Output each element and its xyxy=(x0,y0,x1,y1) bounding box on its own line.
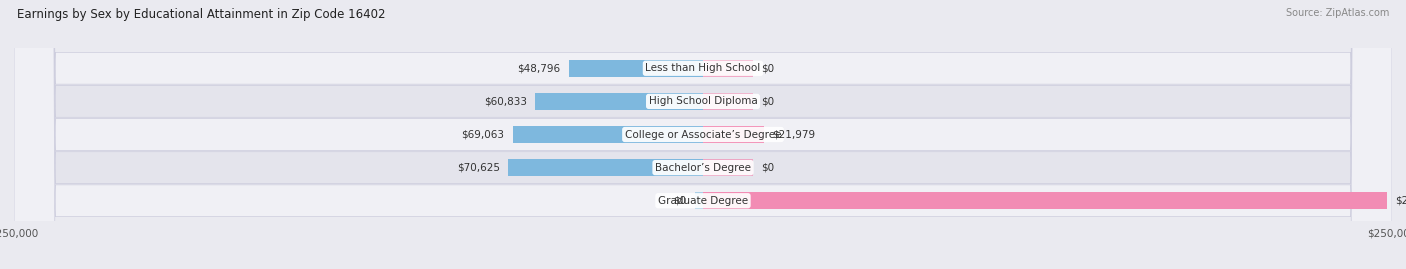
Text: High School Diploma: High School Diploma xyxy=(648,96,758,107)
Bar xyxy=(703,60,752,77)
Bar xyxy=(695,192,703,209)
Text: $248,036: $248,036 xyxy=(1395,196,1406,206)
Text: Source: ZipAtlas.com: Source: ZipAtlas.com xyxy=(1285,8,1389,18)
Text: Earnings by Sex by Educational Attainment in Zip Code 16402: Earnings by Sex by Educational Attainmen… xyxy=(17,8,385,21)
FancyBboxPatch shape xyxy=(14,0,1392,269)
FancyBboxPatch shape xyxy=(14,0,1392,269)
Bar xyxy=(703,93,752,110)
Text: Graduate Degree: Graduate Degree xyxy=(658,196,748,206)
Text: $70,625: $70,625 xyxy=(457,162,501,173)
Text: Bachelor’s Degree: Bachelor’s Degree xyxy=(655,162,751,173)
Text: $60,833: $60,833 xyxy=(484,96,527,107)
Text: $0: $0 xyxy=(761,63,773,73)
Text: College or Associate’s Degree: College or Associate’s Degree xyxy=(624,129,782,140)
Text: $0: $0 xyxy=(761,96,773,107)
Text: $48,796: $48,796 xyxy=(517,63,560,73)
Bar xyxy=(536,93,703,110)
Text: $0: $0 xyxy=(673,196,686,206)
Bar xyxy=(703,159,752,176)
Text: $21,979: $21,979 xyxy=(772,129,815,140)
FancyBboxPatch shape xyxy=(14,0,1392,269)
Text: Less than High School: Less than High School xyxy=(645,63,761,73)
Text: $69,063: $69,063 xyxy=(461,129,505,140)
Bar xyxy=(703,192,1386,209)
Bar xyxy=(509,159,703,176)
Bar xyxy=(703,126,763,143)
FancyBboxPatch shape xyxy=(14,0,1392,269)
FancyBboxPatch shape xyxy=(14,0,1392,269)
Bar xyxy=(513,126,703,143)
Text: $0: $0 xyxy=(761,162,773,173)
Bar xyxy=(568,60,703,77)
